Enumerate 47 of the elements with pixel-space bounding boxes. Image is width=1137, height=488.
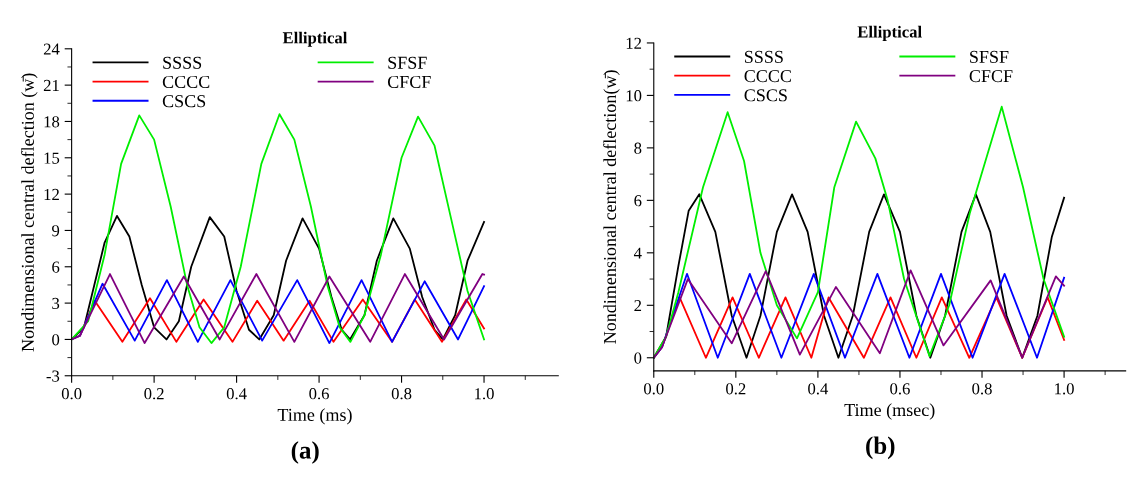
x-tick-label: 1.0: [475, 388, 494, 400]
y-tick-label: 15: [44, 152, 60, 164]
x-axis-title: Time (ms): [277, 408, 352, 425]
legend-label: CCCC: [162, 75, 210, 89]
legend-label: CFCF: [387, 75, 431, 89]
x-tick-label: 0.4: [226, 388, 247, 400]
legend-label: CFCF: [969, 70, 1013, 83]
y-tick-label: 21: [43, 79, 59, 91]
text: (b): [866, 436, 895, 460]
y-tick-label: 6: [52, 261, 60, 273]
y-tick-label: 24: [43, 43, 60, 55]
y-tick-label: 10: [626, 90, 642, 102]
legend-label: CCCC: [744, 70, 791, 83]
x-tick-label: 0.2: [144, 388, 164, 400]
y-tick-label: 2: [634, 300, 642, 312]
chart-title: Elliptical: [282, 31, 348, 47]
x-tick-label: 0.8: [972, 383, 992, 395]
legend-label: SSSS: [163, 56, 202, 69]
y-axis-title: Nondimensional central deflection (w̄): [21, 73, 38, 352]
x-axis-title: Time (msec): [844, 403, 935, 420]
y-tick-label: 8: [634, 142, 642, 154]
y-tick-label: 18: [44, 116, 60, 128]
legend-label: SFSF: [388, 56, 427, 69]
x-tick-label: 0.4: [808, 383, 829, 395]
chart-title: Elliptical: [857, 25, 922, 41]
x-tick-label: 1.0: [1055, 383, 1074, 395]
y-tick-label: 6: [634, 195, 642, 207]
y-tick-label: 12: [626, 37, 642, 49]
y-tick-label: 0: [634, 352, 642, 364]
y-tick-label: 12: [44, 188, 59, 200]
y-tick-label: 4: [633, 247, 642, 259]
y-tick-label: -3: [46, 370, 60, 382]
x-tick-label: 0.8: [391, 388, 412, 400]
x-tick-label: 0.0: [61, 388, 82, 400]
y-tick-label: 0: [52, 334, 60, 346]
legend-label: CSCS: [744, 89, 787, 102]
y-axis-title: Nondimensional central deflection(w̄): [603, 70, 620, 344]
x-tick-label: 0.0: [643, 383, 664, 395]
y-tick-label: 3: [52, 297, 60, 310]
legend-label: SFSF: [970, 50, 1009, 63]
legend-label: CSCS: [162, 95, 206, 108]
y-tick-label: 9: [52, 225, 60, 237]
x-tick-label: 0.2: [726, 383, 746, 395]
x-tick-label: 0.6: [890, 383, 910, 395]
x-tick-label: 0.6: [309, 388, 329, 400]
text: (a): [291, 441, 319, 464]
legend-label: SSSS: [744, 50, 783, 63]
